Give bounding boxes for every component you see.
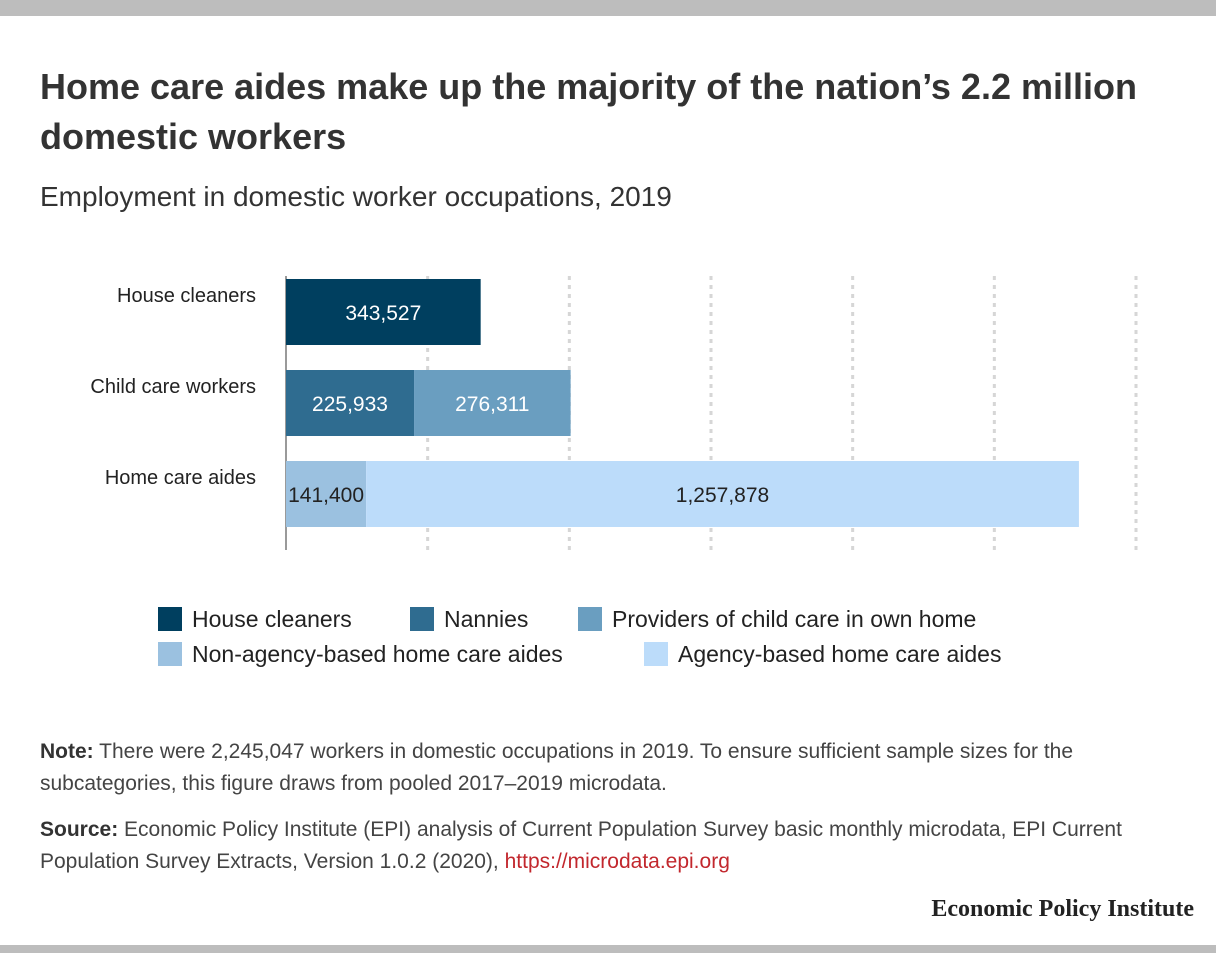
- legend-label: Non-agency-based home care aides: [192, 641, 563, 667]
- bar-segment: [286, 461, 367, 527]
- bar-chart: House cleaners 343,527 Child care workers 2…: [90, 276, 1138, 550]
- chart-source: Source: Economic Policy Institute (EPI) …: [40, 814, 1180, 878]
- chart-title: Home care aides make up the majority of …: [40, 66, 1137, 157]
- bar-segment: [414, 370, 571, 436]
- legend-item-providers-of-child-care: Providers of child care in own home: [578, 604, 976, 634]
- note-text: There were 2,245,047 workers in domestic…: [40, 740, 1074, 795]
- organization-logo-text: Economic Policy Institute: [931, 896, 1194, 922]
- bottom-rule: [0, 945, 1216, 953]
- note-label: Note:: [40, 740, 94, 763]
- category-label: Home care aides: [105, 467, 256, 489]
- legend-label: Nannies: [444, 606, 529, 632]
- legend-swatch: [158, 607, 182, 631]
- chart-note: Note: There were 2,245,047 workers in do…: [40, 736, 1180, 800]
- legend-swatch: [158, 642, 182, 666]
- data-label: 141,400: [288, 484, 364, 507]
- legend-label: House cleaners: [192, 606, 352, 632]
- source-text: Economic Policy Institute (EPI) analysis…: [40, 818, 1122, 873]
- legend-item-non-agency-home-care-aides: Non-agency-based home care aides: [158, 639, 563, 669]
- legend-swatch: [578, 607, 602, 631]
- category-label: House cleaners: [117, 285, 256, 307]
- legend-label: Agency-based home care aides: [678, 641, 1002, 667]
- data-label: 343,527: [345, 302, 421, 325]
- legend-swatch: [410, 607, 434, 631]
- source-link[interactable]: https://microdata.epi.org: [504, 850, 730, 873]
- legend-item-house-cleaners: House cleaners: [158, 604, 352, 634]
- data-label: 1,257,878: [676, 484, 769, 507]
- legend-item-agency-home-care-aides: Agency-based home care aides: [644, 639, 1001, 669]
- top-rule: [0, 0, 1216, 16]
- bar-segment: [366, 461, 1079, 527]
- data-label: 276,311: [455, 393, 529, 416]
- data-label: 225,933: [312, 393, 388, 416]
- chart-subtitle: Employment in domestic worker occupation…: [40, 181, 672, 212]
- legend-label: Providers of child care in own home: [612, 606, 977, 632]
- bar-segment: [286, 279, 481, 345]
- legend-item-nannies: Nannies: [410, 604, 528, 634]
- category-label: Child care workers: [90, 376, 256, 398]
- bar-segment: [286, 370, 415, 436]
- source-label: Source:: [40, 818, 119, 841]
- legend-swatch: [644, 642, 668, 666]
